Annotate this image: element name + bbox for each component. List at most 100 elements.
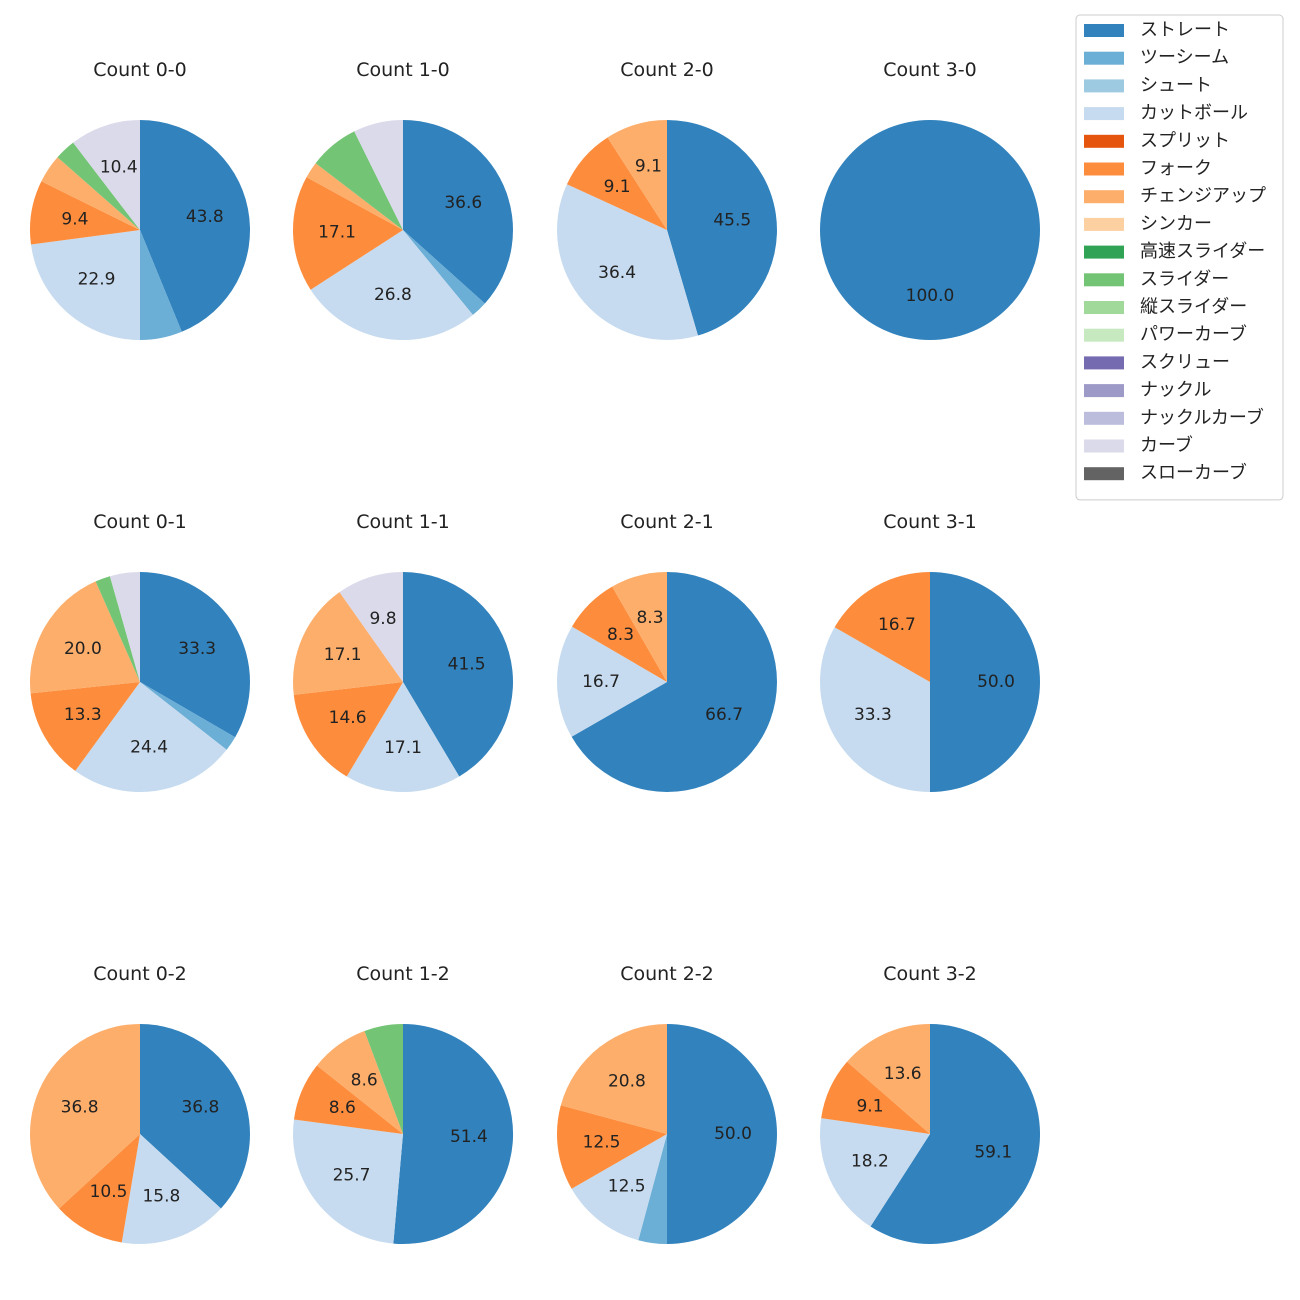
- pie-slice: [364, 1024, 403, 1134]
- pie-slice: [571, 572, 777, 792]
- slice-label: 50.0: [977, 672, 1015, 692]
- slice-label: 17.1: [318, 222, 356, 242]
- slice-label: 8.6: [351, 1071, 378, 1091]
- legend-label: 高速スライダー: [1140, 241, 1265, 262]
- pie-slice: [820, 120, 1040, 340]
- legend-swatch: [1084, 51, 1124, 65]
- legend-item: シンカー: [1084, 213, 1212, 234]
- slice-label: 9.4: [61, 209, 88, 229]
- pie-slice: [403, 572, 514, 777]
- legend-item: ツーシーム: [1084, 47, 1229, 68]
- slice-label: 13.6: [884, 1064, 922, 1084]
- pies-layer: Count 0-0 43.8 22.9 9.4 10.4 Count 1-0 36.6 26.…: [29, 59, 1041, 1245]
- pie-slice: [95, 576, 140, 682]
- pie-slice: [556, 626, 667, 737]
- slice-label: 36.8: [181, 1098, 219, 1118]
- pie-slice: [403, 230, 485, 315]
- pie-count-0-1: Count 0-1 33.3 24.4 13.3 20.0: [29, 511, 251, 792]
- pie-slice: [638, 1134, 667, 1244]
- pie-slice: [557, 1105, 667, 1189]
- legend-label: 縦スライダー: [1140, 297, 1247, 318]
- legend-label: シュート: [1140, 75, 1212, 96]
- pie-title: Count 3-2: [883, 963, 977, 985]
- pie-slice: [310, 230, 473, 341]
- legend-label: カーブ: [1140, 434, 1193, 456]
- slice-label: 13.3: [64, 705, 102, 725]
- legend-label: フォーク: [1140, 158, 1212, 179]
- pie-count-3-2: Count 3-2 59.1 18.2 9.113.6: [820, 963, 1041, 1244]
- slice-label: 17.1: [384, 738, 422, 758]
- legend-label: シンカー: [1140, 213, 1212, 234]
- pie-slice: [41, 157, 141, 230]
- legend-swatch: [1084, 24, 1124, 37]
- pie-slice: [393, 1024, 514, 1244]
- pie-slice: [140, 572, 251, 738]
- pie-slice: [59, 1134, 140, 1243]
- legend-swatch: [1084, 217, 1124, 231]
- pie-title: Count 0-0: [93, 59, 187, 81]
- legend-item: チェンジアップ: [1084, 186, 1266, 207]
- slice-label: 43.8: [186, 207, 224, 227]
- pie-slice: [30, 181, 141, 245]
- slice-label: 26.8: [374, 285, 412, 305]
- pie-slice: [930, 572, 1040, 792]
- slice-label: 8.3: [636, 608, 663, 628]
- legend-label: スライダー: [1140, 269, 1229, 290]
- legend-label: スローカーブ: [1140, 462, 1247, 484]
- legend-item: スクリュー: [1084, 352, 1230, 373]
- pie-title: Count 3-1: [883, 511, 977, 533]
- pie-slice: [834, 572, 930, 682]
- pie-title: Count 1-2: [356, 963, 450, 985]
- pie-title: Count 2-2: [620, 963, 714, 985]
- pie-slice: [667, 120, 777, 336]
- pie-slice: [30, 230, 140, 340]
- pie-title: Count 1-1: [356, 511, 450, 533]
- slice-label: 12.5: [583, 1133, 621, 1153]
- legend-swatch: [1084, 134, 1124, 148]
- pie-count-0-2: Count 0-2 36.8 15.8 10.5 36.8: [30, 963, 250, 1245]
- pie-count-3-0: Count 3-0 100.0: [820, 59, 1040, 340]
- pie-slice: [403, 120, 513, 304]
- pie-slice: [339, 572, 403, 682]
- legend-item: カットボール: [1084, 103, 1248, 124]
- legend-swatch: [1084, 328, 1124, 342]
- pie-slice: [316, 1030, 403, 1134]
- pie-slice: [109, 572, 140, 682]
- legend-label: カットボール: [1140, 103, 1248, 124]
- pie-slice: [293, 682, 403, 777]
- pie-title: Count 0-2: [93, 963, 187, 985]
- slice-label: 33.3: [178, 639, 216, 659]
- slice-label: 14.6: [329, 708, 367, 728]
- pie-slice: [566, 137, 667, 230]
- pie-slice: [30, 1024, 140, 1209]
- slice-label: 50.0: [714, 1124, 752, 1144]
- slice-label: 16.7: [582, 672, 620, 692]
- pie-count-3-1: Count 3-1 50.0 33.3 16.7: [819, 511, 1040, 792]
- pie-slice: [292, 592, 403, 695]
- pie-slice: [607, 120, 667, 230]
- pie-slice: [667, 1024, 777, 1244]
- pie-slice: [121, 1134, 221, 1245]
- legend-label: ストレート: [1140, 20, 1230, 41]
- pie-title: Count 2-1: [620, 511, 714, 533]
- slice-label: 8.6: [329, 1098, 356, 1118]
- legend-label: スクリュー: [1140, 352, 1230, 373]
- legend-swatch: [1084, 384, 1124, 398]
- pie-title: Count 3-0: [883, 59, 977, 81]
- slice-label: 36.4: [598, 263, 636, 283]
- pie-title: Count 1-0: [356, 59, 450, 81]
- legend-item: スライダー: [1084, 269, 1229, 290]
- pie-title: Count 0-1: [93, 511, 187, 533]
- pie-slice: [75, 682, 227, 792]
- pie-slice: [560, 1024, 667, 1134]
- legend-label: ナックル: [1140, 380, 1211, 401]
- legend-item: カーブ: [1084, 434, 1193, 456]
- slice-label: 9.8: [369, 609, 396, 629]
- legend-item: ストレート: [1084, 20, 1230, 41]
- pie-slice: [292, 177, 403, 290]
- slice-label: 59.1: [974, 1143, 1012, 1163]
- legend-label: ツーシーム: [1140, 47, 1229, 68]
- legend-item: ナックル: [1084, 380, 1211, 401]
- slice-label: 15.8: [142, 1186, 180, 1206]
